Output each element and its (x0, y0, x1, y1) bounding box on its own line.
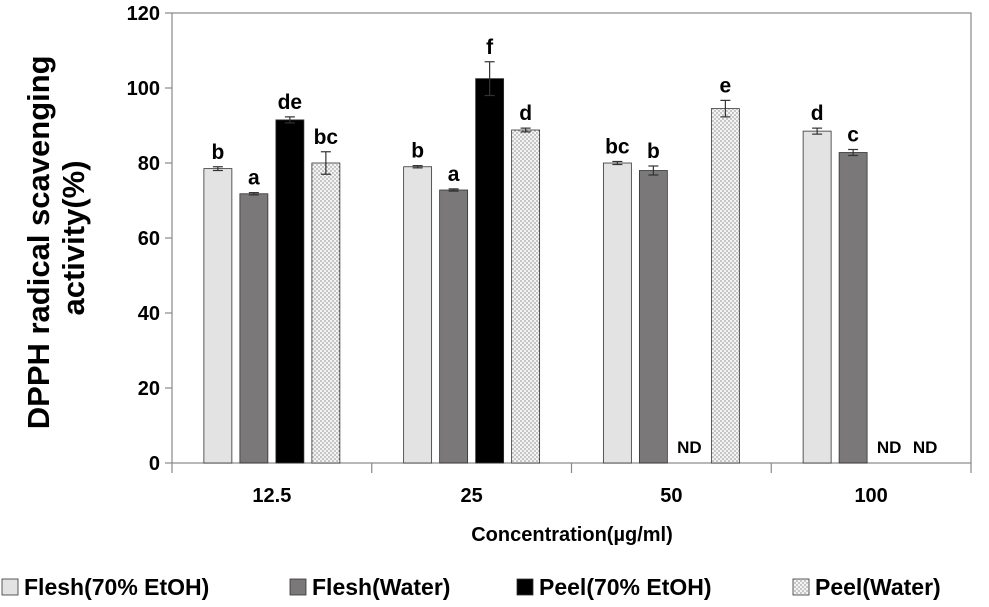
legend-swatch (1, 578, 19, 596)
significance-label: a (248, 167, 260, 190)
y-tick-label: 40 (138, 303, 160, 325)
x-tick-label: 12.5 (252, 485, 291, 507)
legend-label: Flesh(Water) (312, 574, 450, 600)
y-axis-label-line2: activity(%) (56, 160, 91, 315)
legend-label: Peel(70% EtOH) (539, 574, 712, 600)
x-axis-label: Concentration(µg/ml) (471, 524, 673, 546)
bar (475, 78, 505, 464)
significance-label: b (647, 140, 660, 163)
y-tick-label: 0 (149, 453, 160, 475)
bar (802, 130, 832, 464)
significance-label: b (411, 140, 424, 163)
bar (239, 193, 269, 464)
significance-label: f (486, 36, 494, 59)
legend: Flesh(70% EtOH) Flesh(Water) Peel(70% EtOH… (1, 574, 941, 600)
bar (275, 119, 305, 464)
y-tick-label: 20 (138, 378, 160, 400)
not-detected-label: ND (877, 438, 902, 457)
significance-label: bc (605, 136, 630, 159)
y-axis-ticks: 0 20 40 60 80 100 120 (127, 3, 172, 475)
x-tick-label: 25 (461, 485, 483, 507)
bar (638, 170, 668, 464)
bar (311, 162, 341, 464)
y-tick-label: 100 (127, 78, 160, 100)
bar (710, 108, 740, 464)
legend-swatch (516, 578, 534, 596)
bar (511, 129, 541, 464)
legend-swatch (792, 578, 810, 596)
bar (403, 166, 433, 464)
x-tick-label: 100 (854, 485, 887, 507)
significance-label: e (720, 74, 732, 97)
significance-label: b (211, 141, 224, 164)
y-axis-label: DPPH radical scavenging activity(%) (21, 47, 91, 430)
bar (838, 152, 868, 464)
significance-label: d (811, 102, 824, 125)
y-axis-label-line1: DPPH radical scavenging (21, 55, 56, 429)
bar (439, 189, 469, 464)
not-detected-label: ND (913, 438, 938, 457)
significance-label: de (278, 91, 303, 114)
bar-groups (203, 61, 868, 464)
significance-label: bc (314, 126, 339, 149)
x-axis-ticks: 12.5 25 50 100 (171, 463, 972, 507)
y-tick-label: 80 (138, 153, 160, 175)
bar (203, 168, 233, 464)
significance-label: d (519, 102, 532, 125)
y-tick-label: 60 (138, 228, 160, 250)
not-detected-label: ND (677, 438, 702, 457)
legend-label: Flesh(70% EtOH) (24, 574, 209, 600)
significance-label: a (448, 163, 460, 186)
significance-label: c (847, 124, 859, 147)
y-tick-label: 120 (127, 3, 160, 25)
bar (602, 162, 632, 464)
legend-swatch (289, 578, 307, 596)
legend-label: Peel(Water) (815, 574, 941, 600)
x-tick-label: 50 (660, 485, 682, 507)
